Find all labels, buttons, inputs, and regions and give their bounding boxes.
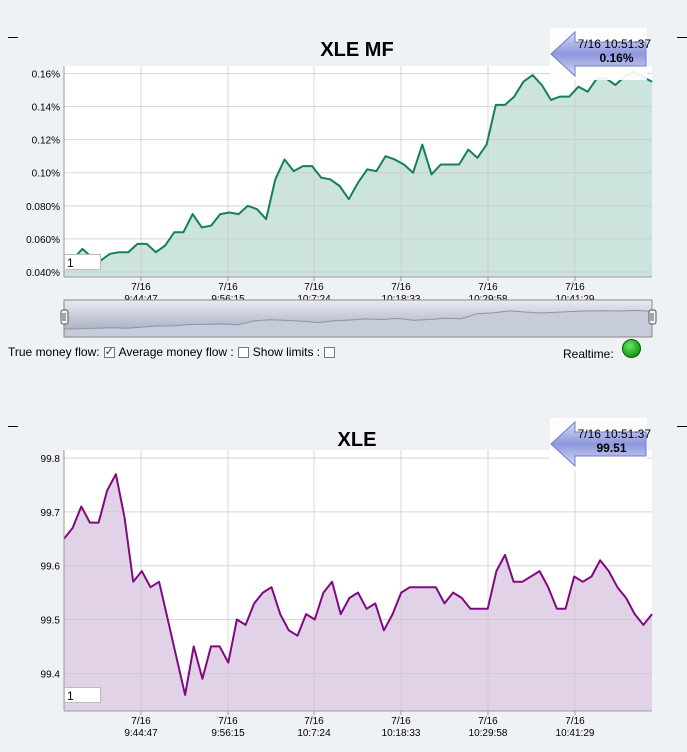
- y-tick-label: 0.12%: [32, 136, 60, 147]
- x-tick-date: 7/16: [565, 716, 585, 727]
- x-tick-time: 9:56:15: [211, 728, 245, 739]
- realtime-indicator-icon[interactable]: [622, 339, 641, 358]
- mf-chart: 0.040%0.060%0.080%0.10%0.12%0.14%0.16%7/…: [26, 28, 653, 305]
- price-tooltip: 7/16 10:51:37 99.51: [562, 427, 651, 455]
- y-tick-label: 0.060%: [26, 235, 60, 246]
- x-tick-date: 7/16: [391, 282, 411, 293]
- x-tick-date: 7/16: [131, 282, 151, 293]
- true-money-flow-label: True money flow:: [8, 345, 100, 359]
- x-tick-date: 7/16: [304, 282, 324, 293]
- x-tick-date: 7/16: [218, 282, 238, 293]
- navigator-area: [63, 309, 653, 338]
- y-tick-label: 99.4: [41, 669, 61, 680]
- chart-title: XLE: [338, 429, 377, 451]
- x-tick-time: 10:29:58: [469, 728, 508, 739]
- price-tooltip-value: 99.51: [596, 441, 627, 455]
- y-tick-label: 0.040%: [26, 268, 60, 279]
- price-tooltip-time: 7/16 10:51:37: [577, 427, 651, 441]
- collapse-dash-top-right[interactable]: [677, 37, 687, 38]
- price-chart: 99.499.599.699.799.87/169:44:477/169:56:…: [41, 418, 653, 739]
- chart-title: XLE MF: [320, 39, 393, 61]
- y-tick-label: 0.080%: [26, 202, 60, 213]
- mf-tooltip-value: 0.16%: [599, 51, 634, 65]
- tooltip-arrow-icon: [550, 420, 647, 468]
- x-tick-date: 7/16: [478, 282, 498, 293]
- y-tick-label: 0.14%: [32, 103, 60, 114]
- x-tick-date: 7/16: [565, 282, 585, 293]
- show-limits-label: Show limits :: [252, 345, 321, 359]
- average-money-flow-label: Average money flow :: [118, 345, 234, 359]
- y-tick-label: 99.6: [41, 562, 61, 573]
- x-tick-time: 10:41:29: [556, 728, 595, 739]
- x-tick-time: 9:44:47: [124, 728, 158, 739]
- y-tick-label: 0.10%: [32, 169, 60, 180]
- average-money-flow-checkbox[interactable]: [237, 346, 249, 358]
- collapse-dash-bottom[interactable]: [8, 426, 18, 427]
- x-tick-date: 7/16: [478, 716, 498, 727]
- x-tick-date: 7/16: [304, 716, 324, 727]
- mf-tooltip-time: 7/16 10:51:37: [577, 37, 651, 51]
- options-row: True money flow: Average money flow : Sh…: [8, 345, 339, 359]
- show-limits-checkbox[interactable]: [324, 346, 336, 358]
- x-tick-date: 7/16: [218, 716, 238, 727]
- x-tick-time: 10:18:33: [382, 728, 421, 739]
- collapse-dash-top[interactable]: [8, 37, 18, 38]
- collapse-dash-bottom-right[interactable]: [677, 426, 687, 427]
- series-line: [64, 70, 653, 262]
- x-tick-time: 10:7:24: [297, 728, 331, 739]
- y-tick-label: 99.8: [41, 454, 61, 465]
- y-tick-label: 0.16%: [32, 69, 60, 80]
- series-line: [63, 473, 653, 696]
- mf-period-input[interactable]: 1: [64, 254, 101, 270]
- mf-tooltip: 7/16 10:51:37 0.16%: [562, 37, 651, 65]
- true-money-flow-checkbox[interactable]: [103, 345, 115, 358]
- price-period-input[interactable]: 1: [64, 687, 101, 703]
- range-navigator: [60, 299, 657, 338]
- y-tick-label: 99.7: [41, 508, 61, 519]
- y-tick-label: 99.5: [41, 616, 61, 627]
- realtime-label: Realtime:: [563, 347, 614, 361]
- x-tick-date: 7/16: [391, 716, 411, 727]
- x-tick-date: 7/16: [131, 716, 151, 727]
- tooltip-arrow-icon: [550, 30, 647, 78]
